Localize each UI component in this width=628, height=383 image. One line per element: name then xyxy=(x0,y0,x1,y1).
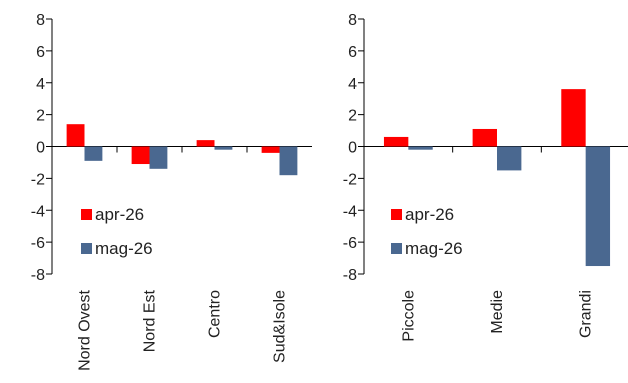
category-label: Grandi xyxy=(578,290,595,338)
y-tick-label: -8 xyxy=(343,267,357,284)
y-tick-label: -2 xyxy=(31,171,45,188)
y-tick-label: 6 xyxy=(348,44,357,61)
bar-mag-26-sud-isole xyxy=(279,146,298,176)
category-label: Medie xyxy=(489,290,506,334)
category-label: Nord Est xyxy=(142,289,159,352)
bar-apr-26-nord-ovest xyxy=(66,124,85,147)
category-label: Sud&Isole xyxy=(272,290,289,363)
y-tick-label: 0 xyxy=(36,140,45,157)
y-tick-label: -6 xyxy=(31,235,45,252)
category-label: Centro xyxy=(207,290,224,338)
y-tick-label: -4 xyxy=(343,203,357,220)
legend-swatch-apr-26 xyxy=(81,209,92,220)
category-label: Piccole xyxy=(400,290,417,342)
y-tick-label: 4 xyxy=(348,76,357,93)
y-tick-label: -2 xyxy=(343,171,357,188)
y-tick-label: 6 xyxy=(36,44,45,61)
bar-apr-26-sud-isole xyxy=(261,146,280,153)
bar-apr-26-nord-est xyxy=(131,146,150,165)
y-tick-label: 2 xyxy=(348,108,357,125)
bar-apr-26-centro xyxy=(196,140,215,147)
y-tick-label: -6 xyxy=(343,235,357,252)
bar-mag-26-nord-est xyxy=(149,146,168,169)
chart-2: 8 6 4 2 0 -2 -4 -6 -8 Piccole Medie Grandi apr-26 mag… xyxy=(343,12,628,342)
legend-label-apr-26: apr-26 xyxy=(405,205,454,224)
bar-mag-26-nord-ovest xyxy=(84,146,103,161)
bar-mag-26-grandi xyxy=(585,146,611,267)
legend-swatch-mag-26 xyxy=(81,243,92,254)
bar-mag-26-medie xyxy=(497,146,522,171)
bar-apr-26-medie xyxy=(472,128,497,147)
bar-mag-26-piccole xyxy=(408,146,433,150)
legend-swatch-mag-26 xyxy=(391,243,402,254)
legend-swatch-apr-26 xyxy=(391,209,402,220)
bar-mag-26-centro xyxy=(214,146,233,150)
y-tick-label: 4 xyxy=(36,76,45,93)
bar-apr-26-piccole xyxy=(383,136,409,147)
y-tick-label: -4 xyxy=(31,203,45,220)
y-tick-label: 2 xyxy=(36,108,45,125)
category-label: Nord Ovest xyxy=(77,289,94,370)
y-tick-label: 8 xyxy=(36,12,45,29)
y-tick-label: 8 xyxy=(348,12,357,29)
legend-label-mag-26: mag-26 xyxy=(405,239,463,258)
y-tick-label: -8 xyxy=(31,267,45,284)
chart-1: 8 6 4 2 0 -2 -4 -6 -8 Nord Ovest Nord Est Centro Sud… xyxy=(31,12,312,371)
legend-label-mag-26: mag-26 xyxy=(95,239,153,258)
legend-label-apr-26: apr-26 xyxy=(95,205,144,224)
bar-apr-26-grandi xyxy=(561,89,586,147)
y-tick-label: 0 xyxy=(348,140,357,157)
